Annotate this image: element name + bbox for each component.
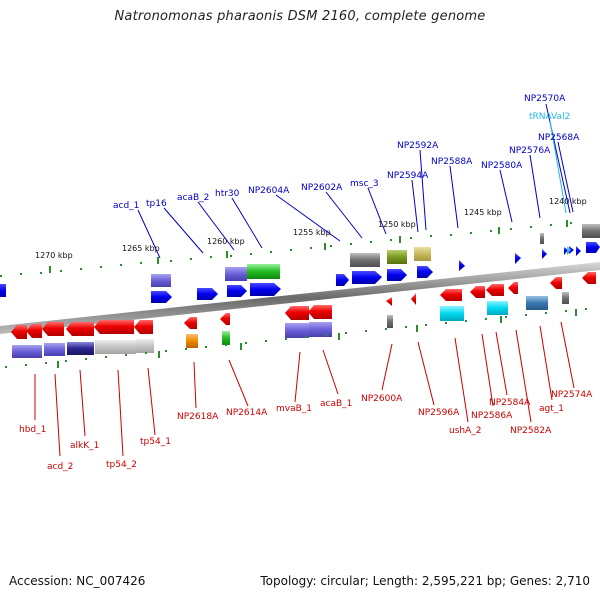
forward-genes [0, 242, 600, 303]
gene-label-reverse[interactable]: ushA_2 [449, 426, 481, 436]
reverse-genes [11, 272, 596, 339]
gene-label-forward[interactable]: NP2602A [301, 183, 343, 193]
gene-label-forward[interactable]: NP2576A [509, 146, 551, 156]
kbp-tick-label: 1270 kbp [35, 251, 73, 260]
gene-label-reverse[interactable]: acaB_1 [320, 399, 352, 409]
gene-label-reverse[interactable]: mvaB_1 [276, 404, 312, 414]
gene-label-reverse[interactable]: NP2600A [361, 394, 403, 404]
gene-label-reverse[interactable]: tp54_1 [140, 437, 171, 447]
gene-label-reverse[interactable]: NP2584A [489, 398, 531, 408]
kbp-tick-label: 1265 kbp [122, 244, 160, 253]
gene-label-reverse[interactable]: agt_1 [539, 404, 564, 414]
reverse-feature-blocks [12, 292, 569, 358]
gene-label-reverse[interactable]: NP2574A [551, 390, 593, 400]
gene-label-reverse[interactable]: NP2586A [471, 411, 513, 421]
gene-label-reverse[interactable]: NP2614A [226, 408, 268, 418]
outer-tick-track [0, 220, 572, 277]
gene-label-forward[interactable]: NP2592A [397, 141, 439, 151]
gene-label-forward[interactable]: msc_3 [350, 179, 379, 189]
gene-label-forward[interactable]: NP2580A [481, 161, 523, 171]
gene-label-forward[interactable]: NP2594A [387, 171, 429, 181]
genome-backbone [0, 262, 600, 334]
gene-label-reverse[interactable]: NP2596A [418, 408, 460, 418]
gene-label-reverse[interactable]: alkK_1 [70, 441, 99, 451]
map-title: Natronomonas pharaonis DSM 2160, complet… [114, 9, 486, 24]
genome-summary-text: Topology: circular; Length: 2,595,221 bp… [260, 574, 590, 588]
trna-leader-line [549, 120, 567, 214]
gene-label-forward[interactable]: NP2568A [538, 133, 580, 143]
kbp-tick-label: 1255 kbp [293, 228, 331, 237]
forward-leader-lines [137, 103, 574, 259]
gene-label-reverse[interactable]: acd_2 [47, 462, 73, 472]
gene-label-reverse[interactable]: NP2618A [177, 412, 219, 422]
inner-tick-track [5, 308, 587, 368]
kbp-tick-label: 1260 kbp [207, 237, 245, 246]
gene-label-reverse[interactable]: NP2582A [510, 426, 552, 436]
kbp-tick-label: 1245 kbp [464, 208, 502, 217]
trna-gene [567, 246, 571, 255]
reverse-leader-lines [34, 321, 575, 457]
gene-label-forward[interactable]: NP2604A [248, 186, 290, 196]
gene-label-forward[interactable]: htr30 [215, 189, 240, 199]
gene-label-trna[interactable]: tRNAVal2 [529, 112, 570, 122]
gene-label-forward[interactable]: NP2570A [524, 94, 566, 104]
gene-label-forward[interactable]: NP2588A [431, 157, 473, 167]
gene-label-forward[interactable]: acaB_2 [177, 193, 209, 203]
kbp-tick-label: 1250 kbp [378, 220, 416, 229]
gene-label-forward[interactable]: tp16 [146, 199, 167, 209]
gene-label-reverse[interactable]: hbd_1 [19, 425, 46, 435]
gene-label-forward[interactable]: acd_1 [113, 201, 139, 211]
gene-label-reverse[interactable]: tp54_2 [106, 460, 137, 470]
forward-feature-blocks [151, 224, 600, 287]
accession-text: Accession: NC_007426 [9, 574, 146, 588]
